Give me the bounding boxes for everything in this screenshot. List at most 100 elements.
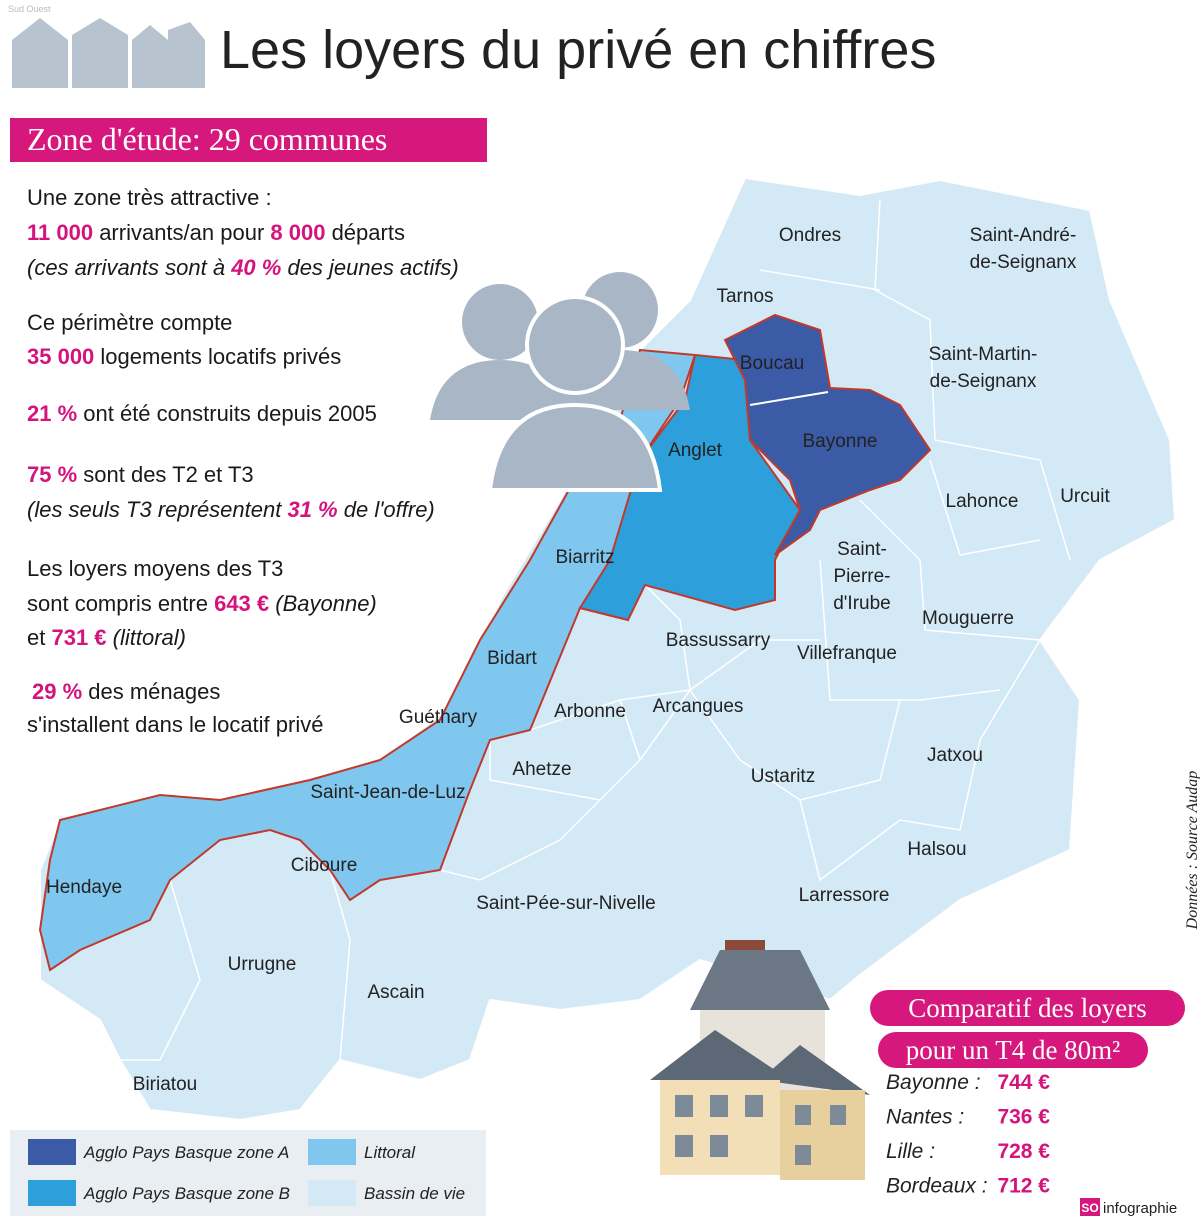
commune-line: Biarritz: [555, 547, 614, 568]
fact-segment: 35 000: [27, 344, 94, 369]
commune-line: Lahonce: [946, 491, 1019, 512]
fact-segment: 11 000: [27, 220, 93, 245]
fact-segment: (Bayonne): [269, 591, 377, 616]
comparison-price: 712 €: [997, 1175, 1050, 1198]
commune-label: Ahetze: [512, 759, 571, 780]
commune-labels: Ondres Saint-André-de-Seignanx Tarnos Bouca…: [46, 225, 1111, 1095]
commune-line: Biriatou: [133, 1074, 197, 1095]
fact-segment: Ce périmètre compte: [27, 310, 232, 335]
house-illustration: [650, 940, 870, 1180]
fact-line: Une zone très attractive :: [27, 185, 272, 210]
comparison-city: Bordeaux :: [886, 1175, 988, 1198]
commune-line: Arcangues: [653, 696, 744, 717]
people-icon: [430, 272, 690, 492]
fact-segment: 731 €: [51, 625, 106, 650]
commune-label: Ciboure: [291, 855, 358, 876]
commune-line: Ahetze: [512, 759, 571, 780]
fact-line: Les loyers moyens des T3: [27, 556, 283, 581]
commune-label: Boucau: [740, 353, 804, 374]
commune-line: Saint-Pée-sur-Nivelle: [476, 893, 656, 914]
fact-line: 75 % sont des T2 et T3: [27, 462, 254, 487]
commune-label: Biarritz: [555, 547, 614, 568]
legend-label: Littoral: [364, 1143, 416, 1162]
fact-line: et 731 € (littoral): [27, 625, 186, 650]
commune-label: Bassussarry: [666, 630, 771, 651]
fact-segment: sont compris entre: [27, 591, 214, 616]
comparison: Comparatif des loyers pour un T4 de 80m² B…: [870, 990, 1185, 1198]
fact-segment: départs: [325, 220, 405, 245]
commune-label: Ustaritz: [751, 766, 815, 787]
commune-borders: [120, 199, 1071, 1061]
commune-label: Anglet: [668, 440, 723, 461]
comparison-price: 744 €: [997, 1071, 1050, 1094]
fact-segment: des jeunes actifs): [281, 255, 458, 280]
fact-segment: ont été construits depuis 2005: [77, 401, 377, 426]
commune-line: Urrugne: [228, 954, 297, 975]
fact-line: 29 % des ménages: [32, 679, 220, 704]
fact-line: Ce périmètre compte: [27, 310, 232, 335]
title: Les loyers du privé en chiffres: [220, 20, 936, 80]
commune-label: Arbonne: [554, 701, 626, 722]
commune-line: Boucau: [740, 353, 804, 374]
fact-segment: de l'offre): [338, 497, 435, 522]
source: Données : Source Audap: [1184, 771, 1200, 931]
comparison-price: 728 €: [997, 1140, 1050, 1163]
commune-label: Arcangues: [653, 696, 744, 717]
commune-line: Anglet: [668, 440, 723, 461]
fact-segment: Une zone très attractive :: [27, 185, 272, 210]
logo: SO: [1081, 1201, 1098, 1215]
commune-line: Ciboure: [291, 855, 358, 876]
commune-line: Saint-André-: [970, 225, 1077, 246]
commune-line: Bassussarry: [666, 630, 771, 651]
commune-label: Jatxou: [927, 745, 983, 766]
commune-label: Saint-Martin-de-Seignanx: [929, 344, 1038, 392]
commune-line: de-Seignanx: [930, 371, 1037, 392]
commune-label: Villefranque: [797, 643, 897, 664]
commune-line: d'Irube: [833, 593, 891, 614]
fact-segment: 40 %: [230, 255, 281, 280]
commune-line: Villefranque: [797, 643, 897, 664]
fact-segment: 8 000: [270, 220, 325, 245]
zone-littoral: [38, 348, 697, 972]
fact-segment: (littoral): [107, 625, 186, 650]
commune-line: Bayonne: [802, 431, 877, 452]
map: Ondres Saint-André-de-Seignanx Tarnos Bouca…: [38, 176, 1177, 1122]
legend-swatch: [28, 1180, 76, 1206]
fact-line: 21 % ont été construits depuis 2005: [27, 401, 377, 426]
comparison-title: pour un T4 de 80m²: [906, 1035, 1121, 1065]
comparison-title-bg: [870, 990, 1185, 1026]
commune-label: Lahonce: [946, 491, 1019, 512]
commune-label: Saint-André-de-Seignanx: [970, 225, 1077, 273]
fact-segment: logements locatifs privés: [94, 344, 341, 369]
fact-line: 11 000 arrivants/an pour 8 000 départs: [27, 220, 405, 245]
fact-segment: 643 €: [214, 591, 269, 616]
commune-label: Urcuit: [1060, 486, 1110, 507]
commune-label: Bidart: [487, 648, 537, 669]
commune-label: Bayonne: [802, 431, 877, 452]
commune-label: Tarnos: [716, 286, 773, 307]
commune-label: Mouguerre: [922, 608, 1014, 629]
commune-label: Halsou: [907, 839, 966, 860]
commune-line: Saint-: [837, 539, 887, 560]
commune-line: Urcuit: [1060, 486, 1110, 507]
legend-label: Bassin de vie: [364, 1184, 465, 1203]
commune-line: Pierre-: [833, 566, 890, 587]
commune-label: Guéthary: [399, 707, 478, 728]
comparison-title: Comparatif des loyers: [908, 993, 1146, 1023]
commune-line: Larressore: [799, 885, 890, 906]
legend-label: Agglo Pays Basque zone B: [83, 1184, 290, 1203]
comparison-city: Nantes :: [886, 1106, 964, 1129]
legend-swatch: [308, 1139, 356, 1165]
footer-label: infographie: [1103, 1200, 1177, 1217]
commune-label: Biriatou: [133, 1074, 197, 1095]
fact-segment: sont des T2 et T3: [77, 462, 254, 487]
comparison-city: Lille :: [886, 1140, 935, 1163]
commune-line: Ustaritz: [751, 766, 815, 787]
fact-segment: 21 %: [27, 401, 77, 426]
commune-line: Arbonne: [554, 701, 626, 722]
logo-bg: [1080, 1198, 1100, 1216]
commune-label: Saint-Pée-sur-Nivelle: [476, 893, 656, 914]
fact-line: (ces arrivants sont à 40 % des jeunes ac…: [27, 255, 459, 280]
fact-segment: 29 %: [32, 679, 82, 704]
